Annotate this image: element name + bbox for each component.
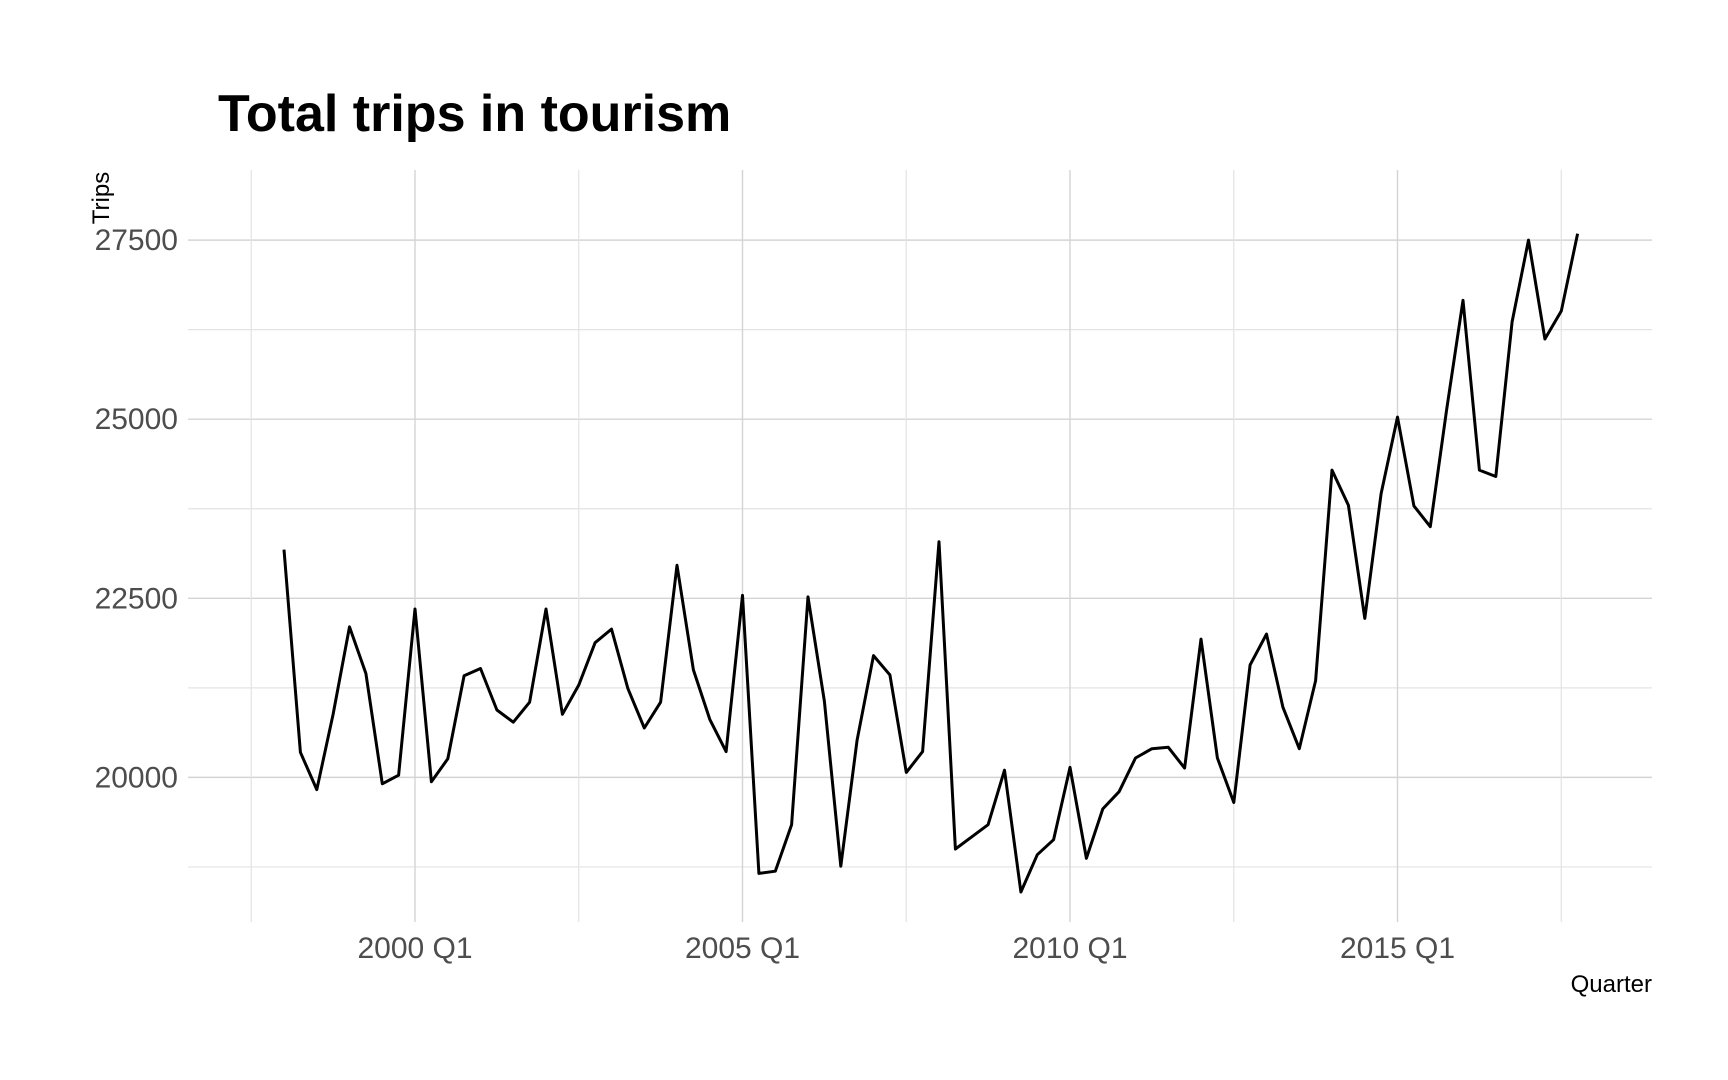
x-tick-label: 2005 Q1 xyxy=(685,932,800,965)
chart-title: Total trips in tourism xyxy=(218,85,731,143)
y-tick-label: 22500 xyxy=(95,582,178,615)
y-tick-label: 20000 xyxy=(95,761,178,794)
x-axis-tick-labels: 2000 Q1 2005 Q1 2010 Q1 2015 Q1 xyxy=(357,932,1455,965)
x-axis-label: Quarter xyxy=(1571,971,1652,998)
y-axis-label: Trips xyxy=(88,172,115,224)
series-line xyxy=(282,233,1580,894)
x-tick-label: 2000 Q1 xyxy=(357,932,472,965)
y-axis-tick-labels: 20000 22500 25000 27500 xyxy=(95,224,178,794)
x-tick-label: 2010 Q1 xyxy=(1012,932,1127,965)
x-tick-label: 2015 Q1 xyxy=(1340,932,1455,965)
y-tick-label: 25000 xyxy=(95,403,178,436)
y-tick-label: 27500 xyxy=(95,224,178,257)
grid xyxy=(188,170,1652,922)
